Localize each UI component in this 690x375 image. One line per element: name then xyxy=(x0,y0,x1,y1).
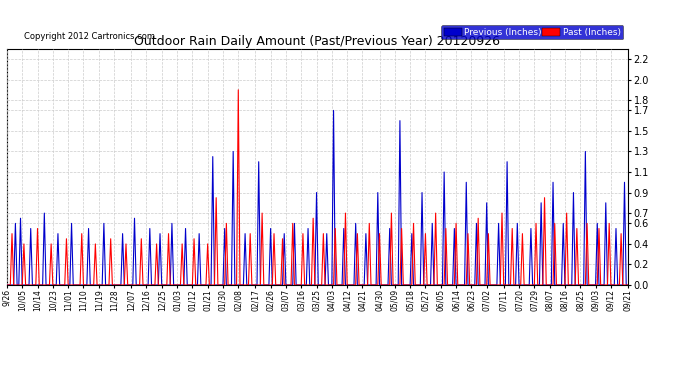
Title: Outdoor Rain Daily Amount (Past/Previous Year) 20120926: Outdoor Rain Daily Amount (Past/Previous… xyxy=(135,34,500,48)
Legend: Previous (Inches), Past (Inches): Previous (Inches), Past (Inches) xyxy=(441,25,623,39)
Text: Copyright 2012 Cartronics.com: Copyright 2012 Cartronics.com xyxy=(24,32,155,41)
